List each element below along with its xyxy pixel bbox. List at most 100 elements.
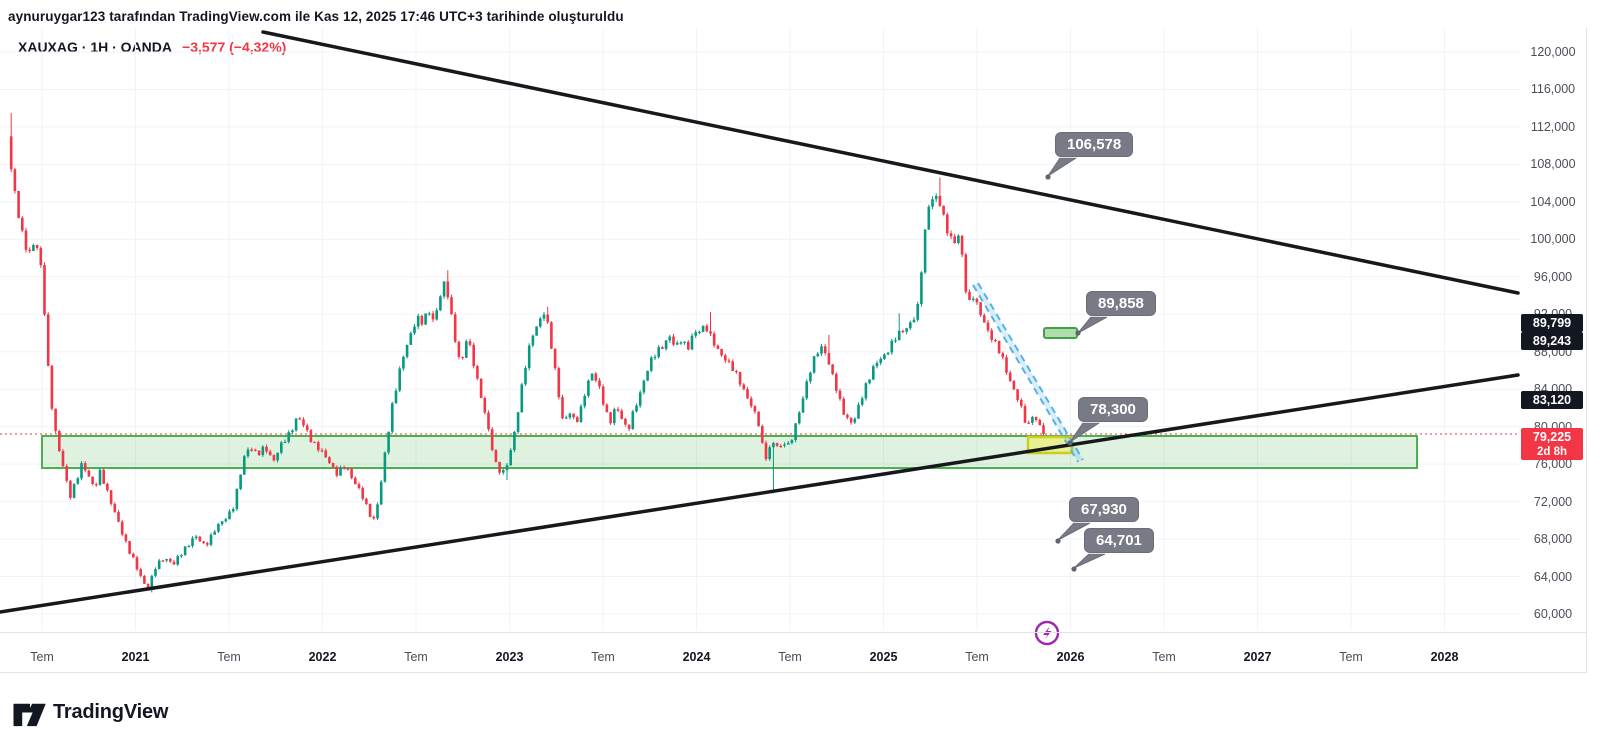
candle-body	[220, 521, 224, 525]
candle-body	[775, 442, 779, 446]
candle-body	[468, 341, 472, 345]
candle-body	[1005, 357, 1008, 373]
candle-body	[402, 356, 405, 369]
channel-fill[interactable]	[973, 283, 1083, 462]
callout-89858[interactable]: 89,858	[1086, 291, 1156, 316]
candle-body	[239, 474, 242, 490]
candle-body	[627, 424, 631, 429]
callout-tail	[1069, 422, 1101, 443]
candle-body	[43, 265, 46, 315]
candle-body	[653, 356, 657, 359]
candle-body	[357, 484, 361, 489]
candle-body	[69, 480, 72, 498]
candle-body	[786, 442, 790, 445]
candle-body	[109, 490, 113, 504]
candle-body	[194, 536, 198, 539]
candle-body	[265, 446, 268, 452]
symbol-legend[interactable]: XAUXAG · 1H · OANDA −3,577 (−4,32%)	[18, 39, 286, 55]
candle-body	[461, 356, 464, 359]
candle-body	[657, 347, 660, 357]
candle-body	[120, 521, 124, 535]
candle-body	[683, 341, 686, 343]
candle-body	[590, 373, 594, 381]
candle-body	[539, 318, 542, 327]
time-axis[interactable]: Tem 2021 Tem 2022 Tem 2023 Tem 2024 Tem 2025 Tem 20…	[0, 632, 1586, 672]
callout-106578[interactable]: 106,578	[1055, 132, 1134, 157]
candle-body	[609, 412, 612, 424]
time-label-month: Tem	[30, 650, 54, 664]
candle-body	[957, 235, 960, 244]
candle-body	[176, 556, 179, 565]
callout-tail	[1073, 553, 1106, 569]
level-minibar-89858[interactable]	[1043, 327, 1078, 339]
candle-body	[1008, 372, 1012, 381]
callout-64701[interactable]: 64,701	[1084, 528, 1154, 553]
candle-body	[346, 468, 350, 470]
candle-body	[794, 423, 797, 441]
candle-body	[613, 409, 616, 424]
candle-body	[598, 380, 601, 387]
candle-body	[128, 541, 131, 554]
candle-body	[391, 403, 394, 432]
candle-body	[731, 361, 734, 371]
channel-line-lower[interactable]	[972, 284, 1079, 463]
candle-body	[764, 442, 768, 460]
callout-tail	[1047, 157, 1078, 177]
candle-body	[350, 468, 353, 478]
candle-body	[287, 432, 290, 442]
candle-body	[209, 534, 213, 545]
candle-body	[91, 476, 94, 485]
time-label-month: Tem	[404, 650, 428, 664]
symbol-title: XAUXAG · 1H · OANDA	[18, 39, 173, 55]
candle-body	[161, 560, 165, 562]
candle-body	[342, 467, 346, 469]
candle-body	[587, 380, 590, 396]
candle-body	[83, 463, 87, 471]
candle-body	[838, 390, 842, 399]
candle-body	[198, 536, 202, 542]
callout-78300[interactable]: 78,300	[1078, 397, 1148, 422]
candle-body	[672, 336, 675, 345]
candle-body	[446, 281, 450, 298]
time-label-year: 2025	[869, 650, 898, 664]
candle-body	[21, 217, 24, 231]
trendline-ascending-support[interactable]	[0, 373, 1520, 614]
candle-body	[849, 417, 853, 423]
price-badge: 89,799	[1521, 314, 1583, 332]
candle-body	[1016, 389, 1019, 400]
candle-body	[909, 322, 912, 329]
candle-body	[753, 406, 757, 412]
candle-body	[872, 366, 875, 380]
candle-body	[842, 398, 845, 415]
trendline-descending-resistance[interactable]	[261, 30, 1520, 295]
candle-body	[450, 297, 453, 315]
candle-body	[772, 442, 775, 448]
price-tick-label: 60,000	[1533, 607, 1573, 621]
candle-body	[379, 481, 383, 505]
candle-body	[701, 325, 705, 332]
candle-body	[968, 291, 971, 300]
callout-67930[interactable]: 67,930	[1069, 497, 1139, 522]
candle-body	[901, 330, 905, 333]
candle-body	[905, 328, 908, 332]
callout-tail	[1077, 316, 1108, 334]
candle-body	[605, 404, 609, 413]
attribution-text: aynuruygar123 tarafından TradingView.com…	[8, 9, 624, 24]
price-badge: 89,243	[1521, 332, 1583, 350]
channel-line-upper[interactable]	[977, 282, 1084, 461]
price-tick-label: 116,000	[1530, 82, 1576, 97]
time-label-year: 2021	[121, 650, 150, 664]
candle-body	[757, 411, 760, 426]
candle-body	[405, 344, 409, 357]
time-label-year: 2022	[308, 650, 337, 664]
price-tick-label: 76,000	[1533, 457, 1573, 472]
price-tick-label: 108,000	[1530, 157, 1576, 172]
candle-body	[457, 341, 461, 357]
candle-body	[524, 368, 527, 385]
candle-body	[853, 418, 857, 423]
candle-body	[35, 245, 39, 249]
time-label-year: 2027	[1243, 650, 1272, 664]
price-tick-label: 100,000	[1530, 232, 1576, 247]
price-tick-label: 72,000	[1533, 494, 1573, 509]
